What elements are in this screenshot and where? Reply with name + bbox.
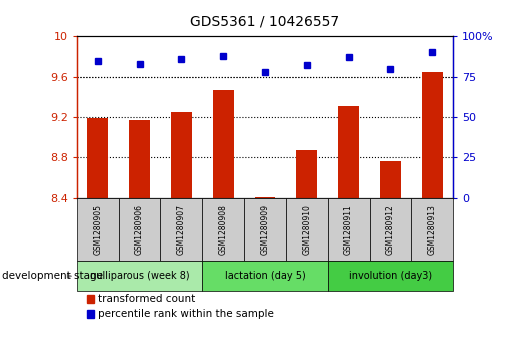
Bar bbox=[296, 150, 317, 198]
Text: nulliparous (week 8): nulliparous (week 8) bbox=[90, 271, 189, 281]
Bar bbox=[129, 120, 150, 198]
Text: GSM1280907: GSM1280907 bbox=[177, 204, 186, 255]
Bar bbox=[380, 162, 401, 198]
Text: lactation (day 5): lactation (day 5) bbox=[225, 271, 305, 281]
Bar bbox=[338, 106, 359, 198]
Text: development stage: development stage bbox=[2, 271, 103, 281]
Text: GSM1280906: GSM1280906 bbox=[135, 204, 144, 255]
Text: GSM1280905: GSM1280905 bbox=[93, 204, 102, 255]
Text: GSM1280908: GSM1280908 bbox=[219, 204, 228, 255]
Text: percentile rank within the sample: percentile rank within the sample bbox=[98, 309, 274, 319]
Text: GSM1280910: GSM1280910 bbox=[302, 204, 311, 255]
Text: GSM1280911: GSM1280911 bbox=[344, 204, 353, 255]
Text: transformed count: transformed count bbox=[98, 294, 195, 305]
Bar bbox=[87, 118, 108, 198]
Text: involution (day3): involution (day3) bbox=[349, 271, 432, 281]
Bar bbox=[422, 72, 443, 198]
Text: GSM1280912: GSM1280912 bbox=[386, 204, 395, 255]
Text: GDS5361 / 10426557: GDS5361 / 10426557 bbox=[190, 15, 340, 29]
Bar bbox=[171, 112, 192, 198]
Bar bbox=[254, 197, 276, 198]
Bar bbox=[213, 90, 234, 198]
Text: GSM1280913: GSM1280913 bbox=[428, 204, 437, 255]
Text: GSM1280909: GSM1280909 bbox=[261, 204, 269, 255]
